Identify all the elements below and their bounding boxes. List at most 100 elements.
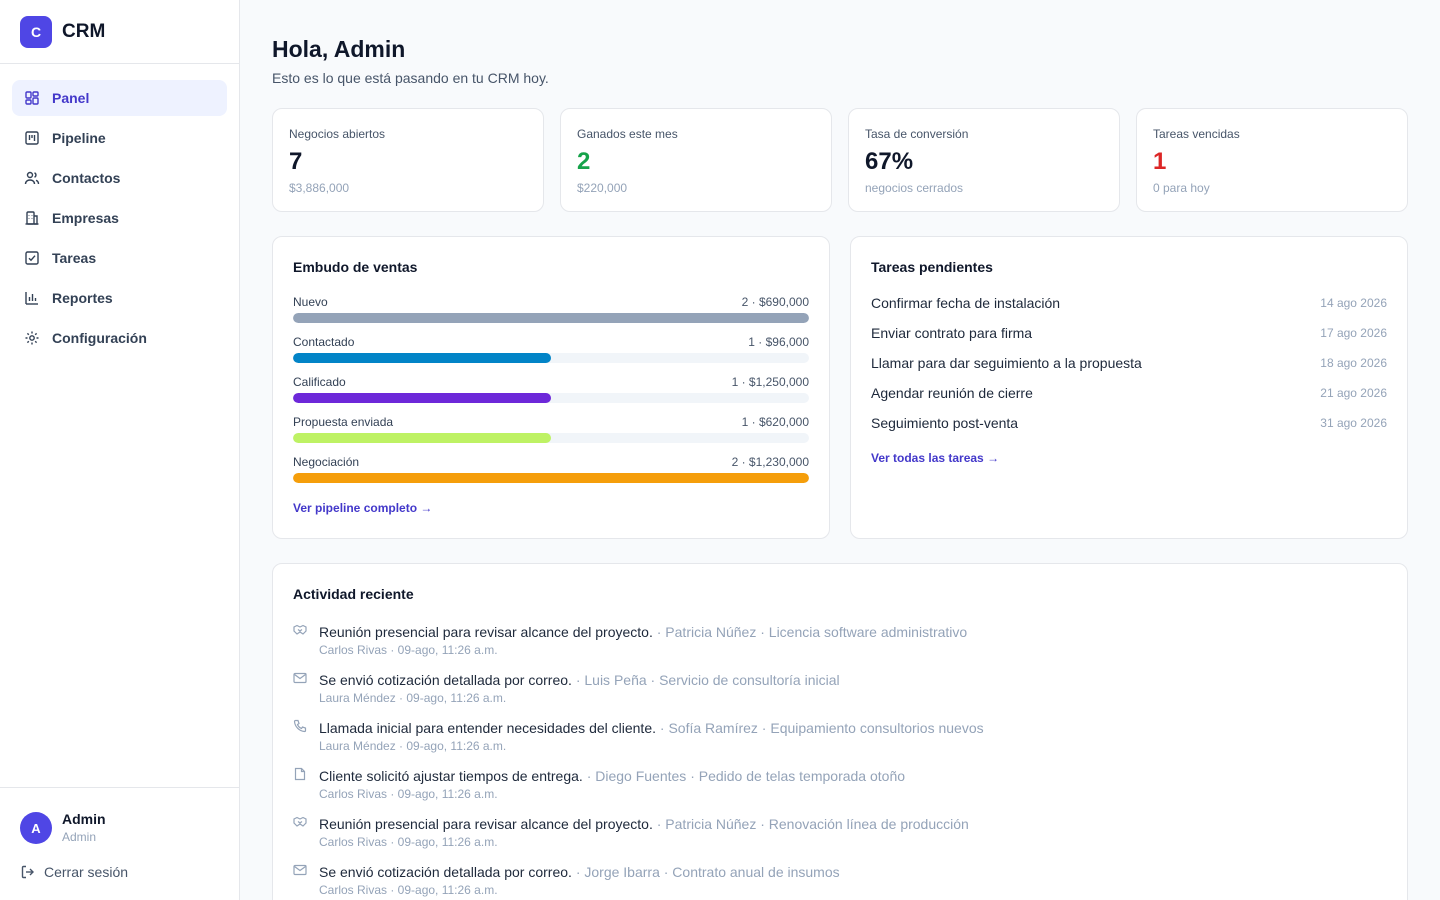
gear-icon [25, 331, 39, 345]
sidebar-item-empresas[interactable]: Empresas [12, 200, 227, 236]
recent-activity-card: Actividad reciente Reunión presencial pa… [272, 563, 1408, 900]
user-profile[interactable]: A Admin Admin [20, 810, 219, 846]
activity-meta: · Diego Fuentes · Pedido de telas tempor… [582, 768, 906, 784]
funnel-stage[interactable]: Contactado 1 · $96,000 [293, 335, 809, 363]
stage-summary: 1 · $96,000 [748, 335, 809, 349]
sidebar-item-label: Contactos [52, 170, 121, 186]
stage-bar-track [293, 393, 809, 403]
stage-bar-track [293, 313, 809, 323]
stat-card-won: Ganados este mes 2 $220,000 [560, 108, 832, 212]
activity-sub: Carlos Rivas · 09-ago, 11:26 a.m. [319, 883, 498, 897]
task-date: 18 ago 2026 [1320, 356, 1387, 370]
activity-text: Reunión presencial para revisar alcance … [319, 624, 653, 640]
activity-text: Cliente solicitó ajustar tiempos de entr… [319, 768, 583, 784]
sidebar-item-label: Empresas [52, 210, 119, 226]
stage-name: Negociación [293, 455, 360, 469]
task-item[interactable]: Agendar reunión de cierre 21 ago 2026 [871, 384, 1387, 402]
task-item[interactable]: Seguimiento post-venta 31 ago 2026 [871, 414, 1387, 432]
stat-value: 1 [1153, 148, 1167, 175]
task-date: 17 ago 2026 [1320, 326, 1387, 340]
mail-icon [293, 864, 307, 876]
task-date: 21 ago 2026 [1320, 386, 1387, 400]
task-text: Agendar reunión de cierre [871, 385, 1033, 401]
handshake-icon [293, 624, 307, 635]
logout-button[interactable]: Cerrar sesión [20, 864, 219, 880]
sidebar-item-contactos[interactable]: Contactos [12, 160, 227, 196]
activity-text: Llamada inicial para entender necesidade… [319, 720, 656, 736]
phone-icon [293, 719, 307, 733]
users-icon [24, 171, 40, 185]
stat-label: Ganados este mes [577, 127, 678, 141]
activity-meta: · Luis Peña · Servicio de consultoría in… [571, 672, 840, 688]
task-text: Confirmar fecha de instalación [871, 295, 1061, 311]
user-role: Admin [62, 830, 97, 844]
stat-sub: 0 para hoy [1153, 181, 1210, 195]
stat-value: 7 [289, 148, 303, 175]
pending-tasks-card: Tareas pendientes Confirmar fecha de ins… [850, 236, 1408, 539]
logout-label: Cerrar sesión [44, 864, 129, 880]
activity-meta: · Sofía Ramírez · Equipamiento consultor… [656, 720, 984, 736]
stage-bar-fill [293, 433, 551, 443]
stat-label: Tareas vencidas [1153, 127, 1240, 141]
stat-sub: negocios cerrados [865, 181, 964, 195]
activity-meta: · Jorge Ibarra · Contrato anual de insum… [571, 864, 840, 880]
view-pipeline-link[interactable]: Ver pipeline completo → [293, 501, 433, 515]
stat-sub: $3,886,000 [289, 181, 350, 195]
activity-sub: Carlos Rivas · 09-ago, 11:26 a.m. [319, 787, 498, 801]
sidebar-item-configuracion[interactable]: Configuración [12, 320, 227, 356]
stat-card-overdue: Tareas vencidas 1 0 para hoy [1136, 108, 1408, 212]
sidebar-item-panel[interactable]: Panel [12, 80, 227, 116]
stage-bar-track [293, 433, 809, 443]
card-title: Actividad reciente [293, 586, 414, 602]
activity-meta: · Patricia Núñez · Licencia software adm… [652, 624, 968, 640]
sidebar-item-tareas[interactable]: Tareas [12, 240, 227, 276]
note-icon [294, 767, 306, 781]
dashboard-icon [25, 91, 39, 105]
brand[interactable]: C CRM [0, 0, 239, 64]
stage-bar-fill [293, 353, 551, 363]
funnel-stage[interactable]: Calificado 1 · $1,250,000 [293, 375, 809, 403]
sidebar: C CRM Panel Pipeline Contactos Empresas … [0, 0, 240, 900]
activity-meta: · Patricia Núñez · Renovación línea de p… [652, 816, 969, 832]
stage-summary: 2 · $690,000 [741, 295, 809, 309]
card-title: Embudo de ventas [293, 259, 418, 275]
sidebar-item-pipeline[interactable]: Pipeline [12, 120, 227, 156]
user-name: Admin [62, 811, 106, 827]
funnel-stage[interactable]: Negociación 2 · $1,230,000 [293, 455, 809, 483]
checkbox-icon [25, 251, 39, 265]
stat-value: 67% [865, 148, 914, 175]
task-item[interactable]: Llamar para dar seguimiento a la propues… [871, 354, 1387, 372]
task-item[interactable]: Enviar contrato para firma 17 ago 2026 [871, 324, 1387, 342]
sidebar-item-reportes[interactable]: Reportes [12, 280, 227, 316]
page-title: Hola, Admin [272, 36, 406, 62]
activity-sub: Laura Méndez · 09-ago, 11:26 a.m. [319, 691, 507, 705]
card-title: Tareas pendientes [871, 259, 993, 275]
stat-sub: $220,000 [577, 181, 628, 195]
sidebar-item-label: Panel [52, 90, 90, 106]
handshake-icon [293, 816, 307, 827]
sidebar-item-label: Reportes [52, 290, 113, 306]
funnel-stage[interactable]: Propuesta enviada 1 · $620,000 [293, 415, 809, 443]
activity-text: Reunión presencial para revisar alcance … [319, 816, 653, 832]
sidebar-item-label: Configuración [52, 330, 147, 346]
kanban-icon [25, 131, 39, 145]
task-item[interactable]: Confirmar fecha de instalación 14 ago 20… [871, 294, 1387, 312]
stage-bar-track [293, 473, 809, 483]
activity-sub: Carlos Rivas · 09-ago, 11:26 a.m. [319, 835, 498, 849]
activity-sub: Carlos Rivas · 09-ago, 11:26 a.m. [319, 643, 498, 657]
avatar: A [20, 812, 52, 844]
task-date: 31 ago 2026 [1320, 416, 1387, 430]
mail-icon [293, 672, 307, 684]
task-text: Llamar para dar seguimiento a la propues… [871, 355, 1142, 371]
stage-bar-fill [293, 393, 551, 403]
activity-text: Se envió cotización detallada por correo… [319, 672, 572, 688]
stage-name: Calificado [293, 375, 346, 389]
user-info: Admin Admin [62, 810, 106, 846]
funnel-stage[interactable]: Nuevo 2 · $690,000 [293, 295, 809, 323]
task-date: 14 ago 2026 [1320, 296, 1387, 310]
stage-summary: 2 · $1,230,000 [731, 455, 809, 469]
stat-card-conversion: Tasa de conversión 67% negocios cerrados [848, 108, 1120, 212]
activity-sub: Laura Méndez · 09-ago, 11:26 a.m. [319, 739, 507, 753]
view-all-tasks-link[interactable]: Ver todas las tareas → [871, 451, 1000, 465]
sidebar-nav: Panel Pipeline Contactos Empresas Tareas… [0, 64, 239, 356]
